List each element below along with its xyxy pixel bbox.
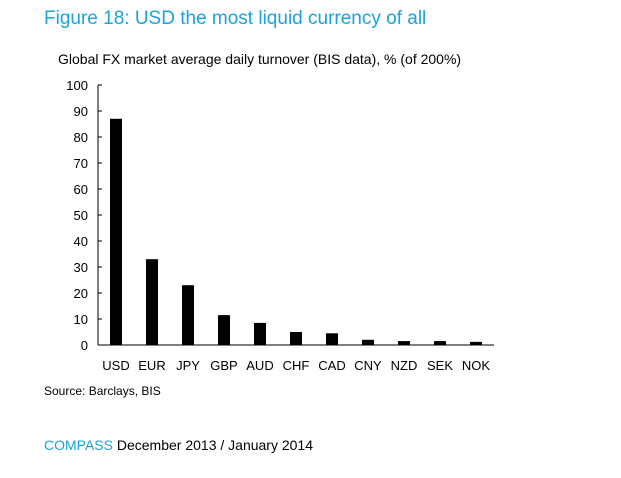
x-tick-label: EUR bbox=[138, 358, 165, 373]
chart-subtitle: Global FX market average daily turnover … bbox=[58, 51, 462, 67]
x-tick-label: GBP bbox=[210, 358, 237, 373]
x-tick-label: CHF bbox=[283, 358, 310, 373]
x-tick-label: CAD bbox=[318, 358, 345, 373]
source-note: Source: Barclays, BIS bbox=[44, 384, 161, 398]
footer: COMPASS December 2013 / January 2014 bbox=[44, 437, 313, 453]
bar-nok bbox=[470, 341, 482, 345]
y-tick-label: 20 bbox=[74, 286, 88, 301]
y-tick-label: 60 bbox=[74, 182, 88, 197]
bar-eur bbox=[146, 259, 158, 345]
x-tick-label: JPY bbox=[176, 358, 200, 373]
bar-cny bbox=[362, 339, 374, 345]
y-tick-label: 30 bbox=[74, 260, 88, 275]
bar-gbp bbox=[218, 315, 230, 345]
x-tick-label: CNY bbox=[354, 358, 382, 373]
y-tick-label: 10 bbox=[74, 312, 88, 327]
x-tick-label: NZD bbox=[391, 358, 418, 373]
bar-cad bbox=[326, 333, 338, 345]
footer-brand: COMPASS bbox=[44, 437, 113, 453]
footer-date: December 2013 / January 2014 bbox=[116, 437, 313, 453]
y-tick-label: 90 bbox=[74, 104, 88, 119]
x-tick-label: NOK bbox=[462, 358, 491, 373]
y-tick-label: 50 bbox=[74, 208, 88, 223]
bar-sek bbox=[434, 341, 446, 345]
x-tick-label: USD bbox=[102, 358, 129, 373]
x-tick-label: SEK bbox=[427, 358, 453, 373]
y-tick-label: 40 bbox=[74, 234, 88, 249]
bar-usd bbox=[110, 118, 122, 345]
bar-jpy bbox=[182, 285, 194, 345]
bar-aud bbox=[254, 322, 266, 345]
y-tick-label: 0 bbox=[81, 338, 88, 353]
figure-title: Figure 18: USD the most liquid currency … bbox=[44, 8, 427, 29]
bar-chf bbox=[290, 332, 302, 345]
x-tick-label: AUD bbox=[246, 358, 273, 373]
y-tick-label: 100 bbox=[66, 78, 88, 93]
y-tick-label: 80 bbox=[74, 130, 88, 145]
y-tick-label: 70 bbox=[74, 156, 88, 171]
bar-nzd bbox=[398, 341, 410, 345]
